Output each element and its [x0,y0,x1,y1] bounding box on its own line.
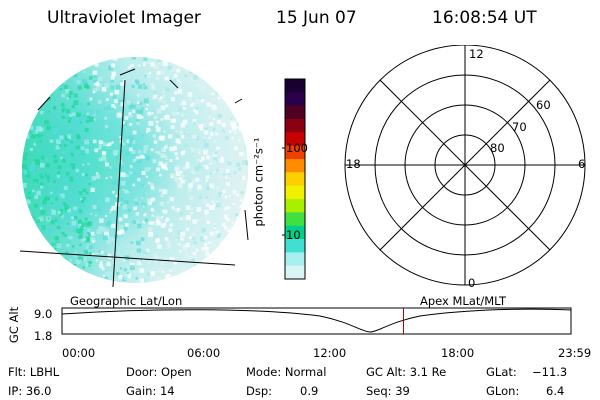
timeline-ytick-low: 1.8 [34,329,53,343]
meridian-line [112,79,126,288]
timeline-xtick-1: 06:00 [187,346,221,360]
colorbar-band [285,239,305,253]
colorbar-band [285,185,305,200]
status-door: Door: Open [126,365,192,379]
status-glat-value: −11.3 [532,365,568,379]
status-ip: IP: 36.0 [8,384,52,398]
colorbar-band [285,105,305,120]
colorbar-band [285,172,305,187]
colorbar [282,78,306,280]
orbit-timeline [61,307,572,335]
time-label: 16:08:54 UT [432,8,537,28]
colorbar-unit-label: photon cm⁻²s⁻¹ [251,137,266,227]
timeline-right-label: Apex MLat/MLT [420,294,507,308]
timeline-ytick-high: 9.0 [34,307,53,321]
colorbar-band [285,212,305,227]
colorbar-band [285,252,305,267]
colorbar-band [285,159,305,173]
colorbar-band [285,92,305,107]
app-title: Ultraviolet Imager [47,8,201,28]
timeline-xtick-3: 18:00 [441,346,475,360]
timeline-xtick-2: 12:00 [313,346,347,360]
status-glon-value: 6.4 [546,384,565,398]
colorbar-tick-100: 100 [286,141,308,155]
mlt-label-12: 12 [469,47,484,61]
lat-label-80: 80 [490,141,505,155]
latitude-line [20,250,236,266]
date-label: 15 Jun 07 [276,8,357,28]
colorbar-band [285,265,305,280]
uv-image [20,57,249,288]
timeline-frame [61,307,572,335]
colorbar-band [285,132,305,147]
status-mode: Mode: Normal [246,365,327,379]
timeline-left-label: Geographic Lat/Lon [70,294,183,308]
altitude-curve [61,308,572,333]
polar-plot [344,45,586,286]
colorbar-tick-10: 10 [286,228,301,242]
colorbar-band [285,119,305,133]
mlt-label-0: 0 [468,276,476,290]
timeline-xtick-4: 23:59 [558,346,592,360]
colorbar-band [285,145,305,160]
colorbar-band [285,79,305,93]
mlt-label-18: 18 [346,157,361,171]
lat-label-70: 70 [512,120,527,134]
status-glon-label: GLon: [486,384,520,398]
mlt-label-6: 6 [578,157,586,171]
status-glat-label: GLat: [486,365,517,379]
colorbar-band [285,199,305,213]
status-gain: Gain: 14 [126,384,175,398]
status-flt: Flt: LBHL [8,365,60,379]
status-gc-alt: GC Alt: 3.1 Re [366,365,447,379]
status-dsp-label: Dsp: [246,384,273,398]
timeline-xtick-0: 00:00 [62,346,96,360]
status-seq: Seq: 39 [366,384,410,398]
lat-label-60: 60 [536,98,551,112]
colorbar-band [285,225,305,240]
status-dsp-value: 0.9 [300,384,319,398]
